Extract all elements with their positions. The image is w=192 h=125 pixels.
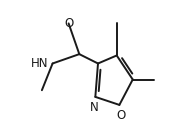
Text: O: O [116, 109, 125, 122]
Text: O: O [64, 17, 73, 30]
Text: N: N [90, 101, 98, 114]
Text: HN: HN [31, 57, 49, 70]
